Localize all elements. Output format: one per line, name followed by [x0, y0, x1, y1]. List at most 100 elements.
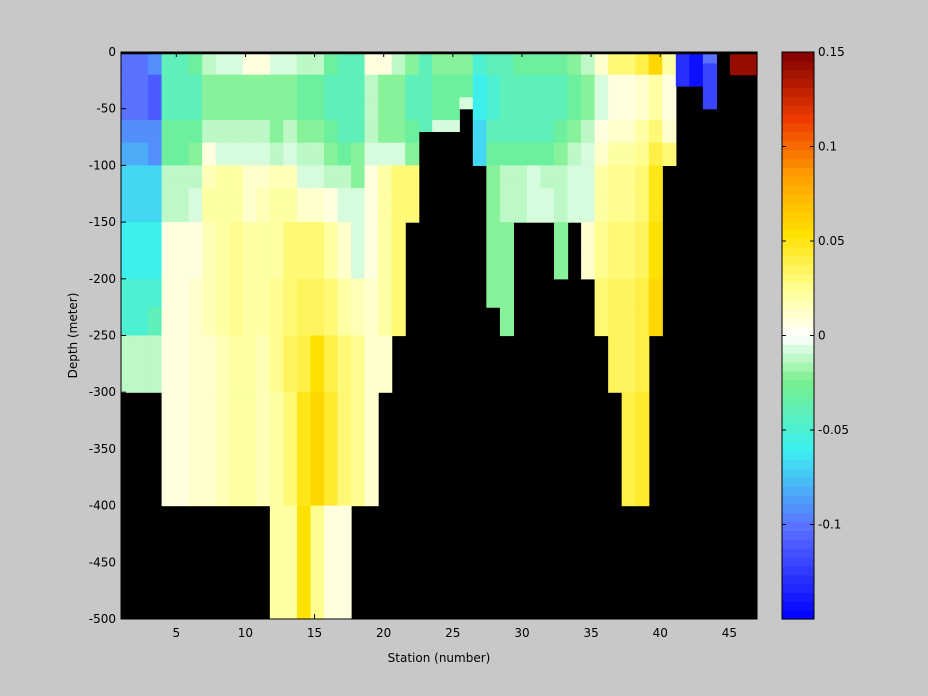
heatmap-cell [161, 131, 176, 144]
colorbar-swatch [782, 539, 814, 549]
heatmap-cell [134, 54, 149, 64]
heatmap-cell [351, 108, 366, 121]
heatmap-cell [229, 54, 244, 64]
heatmap-cell [594, 199, 609, 212]
heatmap-cell [229, 86, 244, 98]
heatmap-cell [432, 86, 447, 98]
heatmap-cell [499, 222, 515, 252]
colorbar-swatch [782, 69, 814, 80]
x-tick-label: 25 [445, 626, 460, 640]
heatmap-cell [608, 74, 623, 87]
heatmap-cell [296, 222, 312, 252]
heatmap-cell [405, 199, 420, 212]
heatmap-cell [134, 63, 149, 76]
heatmap-cell [121, 63, 136, 76]
heatmap-cell [662, 63, 677, 76]
heatmap-cell [554, 165, 569, 178]
colorbar-swatch [782, 149, 814, 159]
heatmap-cell [540, 188, 555, 201]
heatmap-cell [391, 307, 406, 337]
heatmap-cell [364, 154, 379, 166]
heatmap-cell [635, 392, 650, 507]
heatmap-cell [554, 108, 569, 121]
colorbar-swatch [782, 424, 814, 434]
heatmap-cell [242, 120, 257, 132]
heatmap-cell [418, 97, 433, 110]
heatmap-cell [242, 176, 257, 189]
heatmap-cell [351, 278, 366, 308]
colorbar-swatch [782, 255, 814, 266]
heatmap-cell [391, 154, 406, 166]
heatmap-cell [554, 142, 569, 155]
heatmap-cell [310, 165, 325, 178]
heatmap-cell [567, 74, 582, 87]
heatmap-cell [229, 210, 244, 223]
heatmap-cell [459, 97, 474, 110]
colorbar-axis: 0.15 0.1 0.05 0 -0.05 -0.1 [782, 45, 849, 532]
colorbar-swatch [782, 379, 814, 390]
heatmap-cell [148, 74, 163, 87]
heatmap-cell [594, 222, 609, 252]
heatmap-cell [310, 142, 325, 155]
heatmap-cell [499, 165, 515, 178]
heatmap-cell [472, 131, 487, 144]
heatmap-cell [378, 250, 393, 280]
heatmap-cell [364, 278, 379, 308]
heatmap-cell [364, 210, 379, 223]
heatmap-cell [188, 120, 203, 132]
heatmap-cell [364, 165, 379, 178]
heatmap-cell [621, 335, 636, 393]
heatmap-cell [161, 63, 176, 76]
heatmap-cell [581, 154, 596, 166]
heatmap-cell [378, 210, 393, 223]
heatmap-cell [594, 108, 609, 121]
heatmap-cell [594, 54, 609, 64]
heatmap-cell [648, 278, 663, 308]
heatmap-cell [405, 154, 420, 166]
heatmap-cell [175, 250, 190, 280]
heatmap-cell [554, 74, 569, 87]
heatmap-cell [364, 199, 379, 212]
heatmap-cell [148, 86, 163, 98]
heatmap-cell [608, 142, 623, 155]
heatmap-cell [567, 131, 582, 144]
heatmap-cell [148, 154, 163, 166]
heatmap-cell [161, 74, 176, 87]
heatmap-cell [391, 86, 406, 98]
heatmap-cell [256, 108, 271, 121]
heatmap-cell [499, 63, 515, 76]
heatmap-cell [283, 222, 298, 252]
heatmap-cell [148, 278, 163, 308]
heatmap-cell [296, 335, 312, 393]
heatmap-cell [378, 131, 393, 144]
y-tick-label: -400 [89, 499, 116, 513]
colorbar-swatch [782, 220, 814, 230]
heatmap-cell [323, 176, 339, 189]
heatmap-cell [635, 108, 650, 121]
heatmap-cell [405, 54, 420, 64]
heatmap-cell [378, 199, 393, 212]
heatmap-cell [134, 120, 149, 132]
heatmap-cell [296, 97, 312, 110]
heatmap-cell [337, 210, 352, 223]
heatmap-cell [175, 222, 190, 252]
heatmap-cell [378, 86, 393, 98]
heatmap-cell [175, 176, 190, 189]
heatmap-cell [242, 307, 257, 337]
heatmap-cell [188, 222, 203, 252]
heatmap-cell [337, 154, 352, 166]
colorbar-swatch [782, 202, 814, 213]
heatmap-cell [188, 199, 203, 212]
heatmap-cell [581, 222, 596, 252]
heatmap-cell [148, 165, 163, 178]
heatmap-cell [486, 131, 501, 144]
x-tick-label: 30 [514, 626, 529, 640]
heatmap-cell [391, 120, 406, 132]
heatmap-cell [391, 74, 406, 87]
heatmap-cell [702, 63, 717, 76]
heatmap-cell [594, 210, 609, 223]
heatmap-cell [310, 131, 325, 144]
heatmap-cell [432, 120, 447, 132]
heatmap-cell [499, 307, 515, 337]
heatmap-cell [121, 176, 136, 189]
